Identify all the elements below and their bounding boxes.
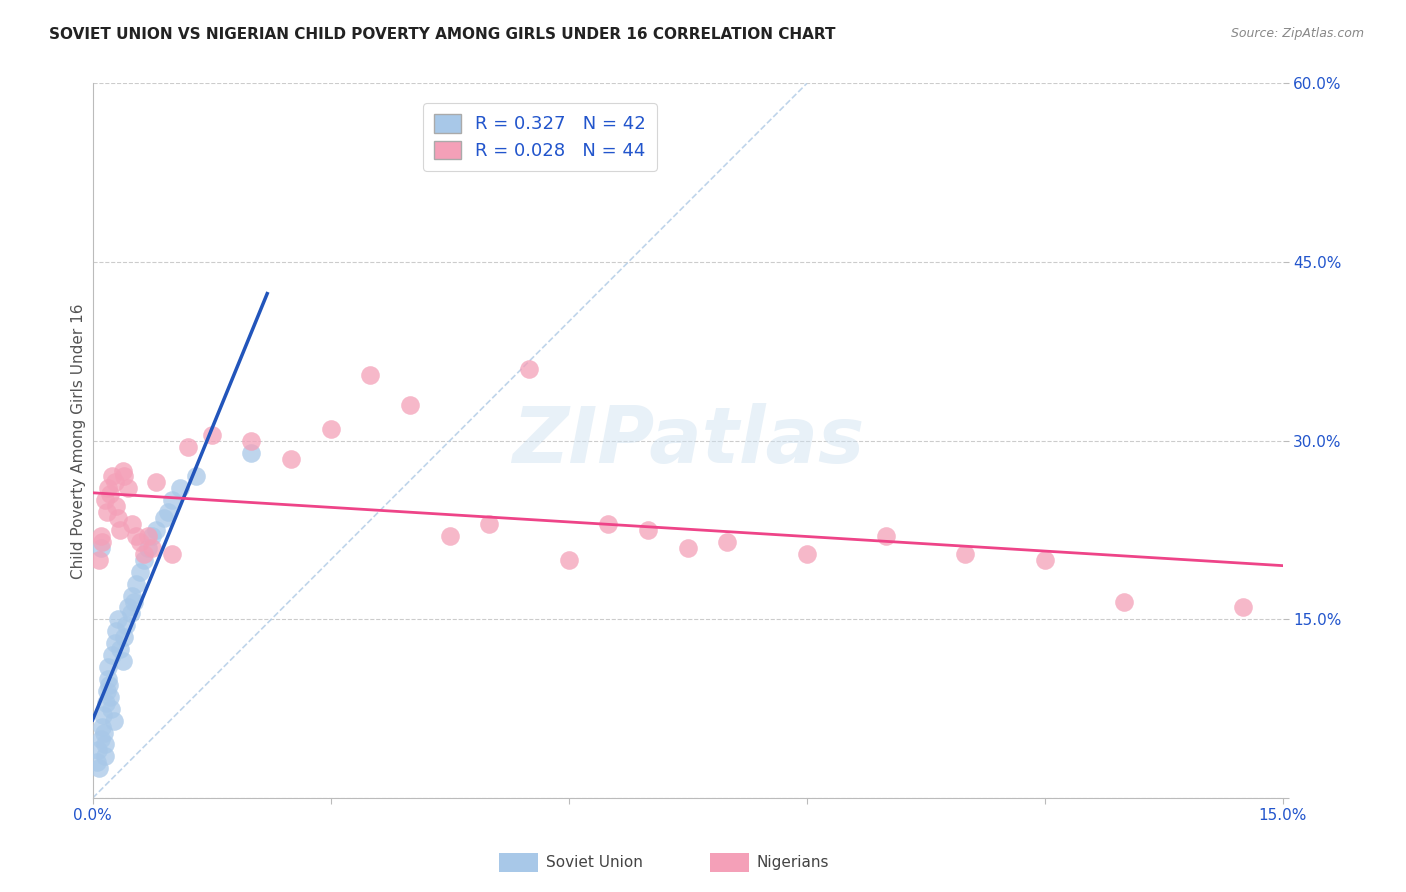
Point [478, 517, 501, 532]
Point [160, 547, 183, 561]
Point [111, 654, 134, 668]
Point [280, 451, 302, 466]
Point [716, 535, 738, 549]
Point [117, 600, 139, 615]
Point [153, 511, 176, 525]
Point [105, 500, 128, 514]
Point [104, 636, 127, 650]
Point [160, 493, 183, 508]
Point [598, 517, 620, 532]
Point [101, 469, 124, 483]
Point [98, 487, 121, 501]
Point [112, 630, 135, 644]
Point [91, 720, 114, 734]
Point [103, 714, 125, 728]
Point [169, 482, 191, 496]
Point [145, 523, 167, 537]
Point [1033, 553, 1056, 567]
Point [105, 624, 128, 639]
Point [122, 594, 145, 608]
Point [125, 529, 148, 543]
Point [134, 547, 156, 561]
Point [98, 678, 121, 692]
Point [177, 440, 200, 454]
Point [117, 482, 139, 496]
Point [399, 398, 422, 412]
Point [94, 696, 117, 710]
Point [86, 756, 108, 770]
Point [93, 493, 115, 508]
Point [111, 463, 134, 477]
Point [125, 576, 148, 591]
Point [1232, 600, 1254, 615]
Point [240, 434, 263, 448]
Point [104, 475, 127, 490]
Point [201, 427, 224, 442]
Point [100, 702, 122, 716]
Point [107, 511, 129, 525]
Point [96, 684, 118, 698]
Point [955, 547, 977, 561]
Y-axis label: Child Poverty Among Girls Under 16: Child Poverty Among Girls Under 16 [72, 303, 86, 579]
Point [94, 738, 117, 752]
Point [359, 368, 381, 383]
Point [184, 469, 207, 483]
Point [98, 690, 121, 704]
Point [91, 707, 114, 722]
Point [110, 642, 132, 657]
Point [240, 445, 263, 459]
Point [87, 761, 110, 775]
Point [517, 362, 540, 376]
Text: Source: ZipAtlas.com: Source: ZipAtlas.com [1230, 27, 1364, 40]
Point [141, 529, 163, 543]
Text: SOVIET UNION VS NIGERIAN CHILD POVERTY AMONG GIRLS UNDER 16 CORRELATION CHART: SOVIET UNION VS NIGERIAN CHILD POVERTY A… [49, 27, 835, 42]
Point [107, 612, 129, 626]
Point [87, 553, 110, 567]
Point [96, 505, 118, 519]
Point [112, 469, 135, 483]
Point [637, 523, 659, 537]
Point [121, 517, 143, 532]
Point [796, 547, 818, 561]
Point [90, 529, 112, 543]
Point [129, 565, 152, 579]
Point [557, 553, 579, 567]
Point [93, 749, 115, 764]
Point [676, 541, 699, 555]
Point [1114, 594, 1136, 608]
Point [115, 618, 138, 632]
Point [136, 541, 159, 555]
Point [97, 482, 120, 496]
Point [90, 731, 112, 746]
Point [141, 541, 163, 555]
Point [110, 523, 132, 537]
Point [121, 589, 143, 603]
Point [145, 475, 167, 490]
Legend: R = 0.327   N = 42, R = 0.028   N = 44: R = 0.327 N = 42, R = 0.028 N = 44 [423, 103, 657, 170]
Point [97, 660, 120, 674]
Text: Nigerians: Nigerians [756, 855, 830, 870]
Point [93, 725, 115, 739]
Point [439, 529, 461, 543]
Text: Soviet Union: Soviet Union [546, 855, 643, 870]
Point [129, 535, 152, 549]
Point [156, 505, 179, 519]
Point [91, 535, 114, 549]
Point [120, 607, 142, 621]
Point [90, 541, 112, 555]
Point [319, 422, 342, 436]
Point [134, 553, 156, 567]
Text: ZIPatlas: ZIPatlas [512, 403, 863, 479]
Point [136, 529, 159, 543]
Point [97, 672, 120, 686]
Point [101, 648, 124, 662]
Point [875, 529, 897, 543]
Point [87, 743, 110, 757]
